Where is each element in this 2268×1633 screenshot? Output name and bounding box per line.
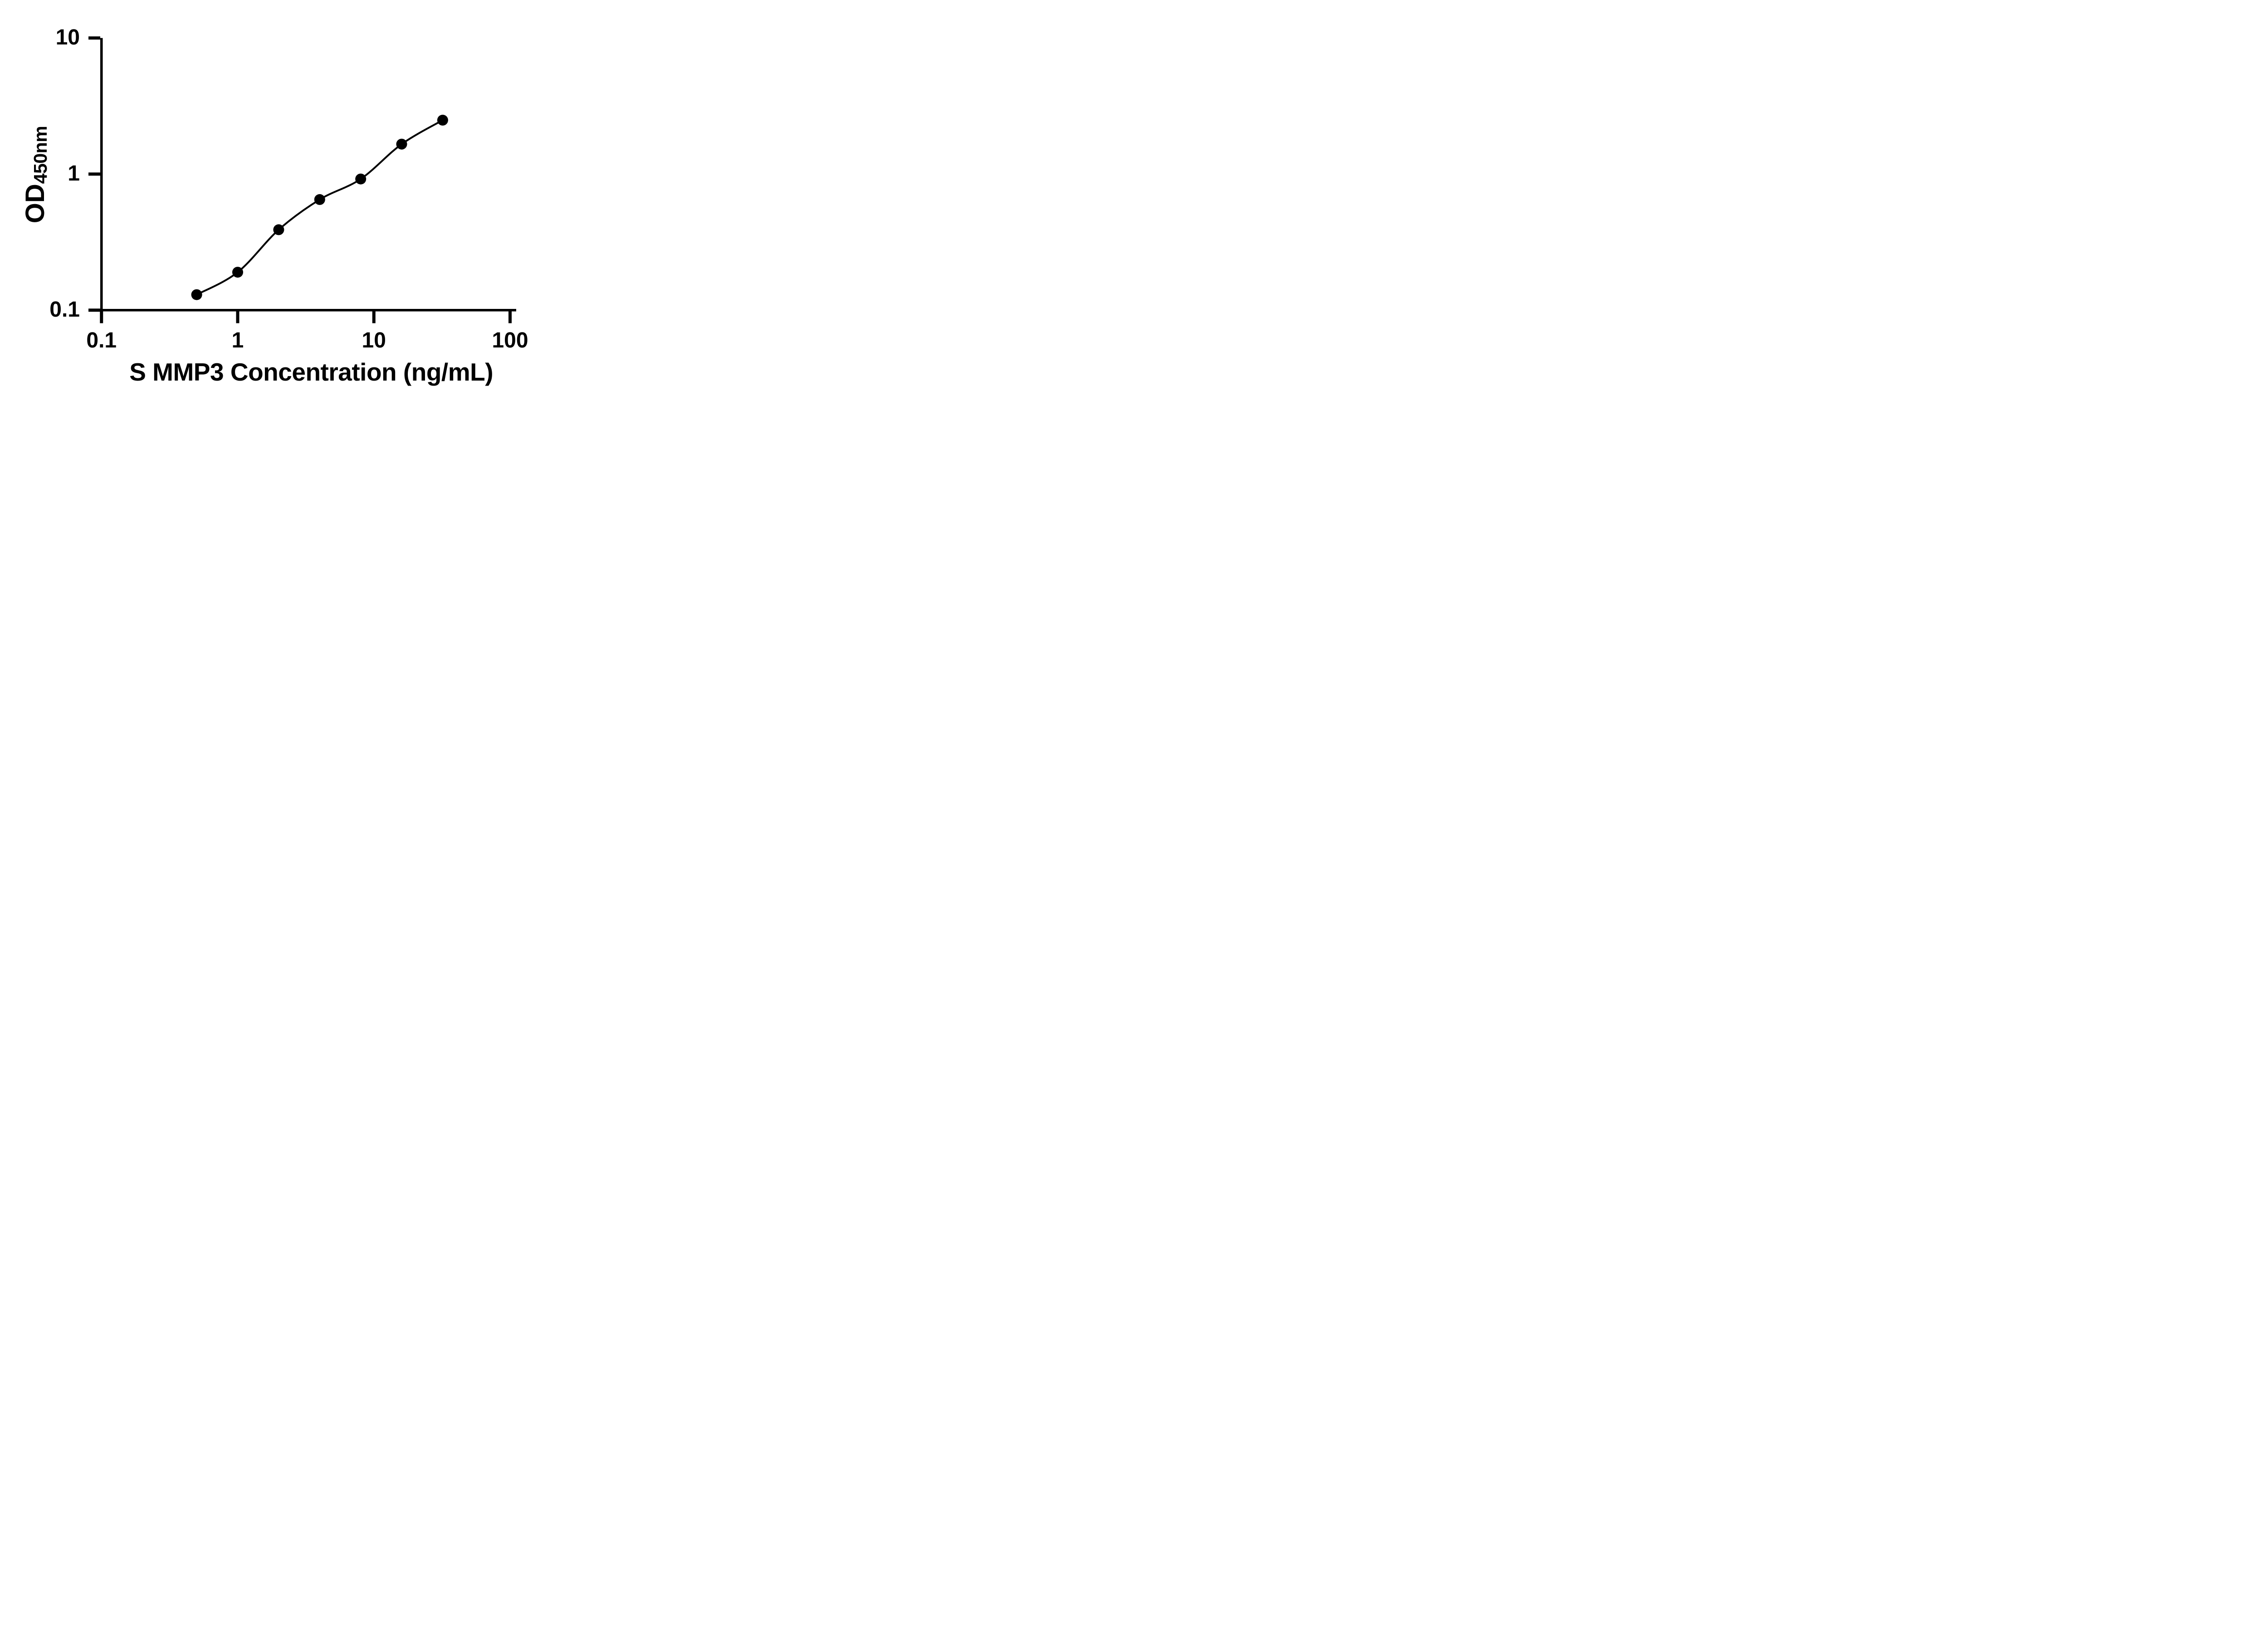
x-tick-label: 10	[362, 328, 386, 352]
data-point-marker	[191, 289, 202, 300]
y-axis-title: OD450nm	[20, 126, 51, 223]
data-points	[191, 114, 448, 300]
data-point-marker	[396, 138, 407, 150]
y-tick-label: 0.1	[49, 297, 80, 322]
plot-area	[88, 36, 516, 323]
x-tick-label: 0.1	[86, 328, 117, 352]
y-tick-label: 10	[55, 25, 80, 49]
data-point-marker	[355, 173, 367, 185]
axes-layer	[88, 36, 516, 323]
x-axis-title: S MMP3 Concentration (ng/mL)	[129, 358, 494, 386]
data-point-marker	[314, 194, 325, 205]
y-axis-title-subscript: 450nm	[29, 126, 51, 184]
elisa-standard-curve-figure: 0.1 1 10 0.1 1 10 100 S MMP3 Concentration (n…	[0, 0, 572, 408]
data-point-marker	[232, 267, 243, 278]
y-axis-title-main: OD	[20, 183, 50, 223]
y-tick-label: 1	[68, 161, 80, 186]
x-tick-label: 1	[231, 328, 244, 352]
data-point-marker	[437, 114, 448, 126]
data-point-marker	[273, 224, 284, 235]
x-tick-label: 100	[492, 328, 528, 352]
